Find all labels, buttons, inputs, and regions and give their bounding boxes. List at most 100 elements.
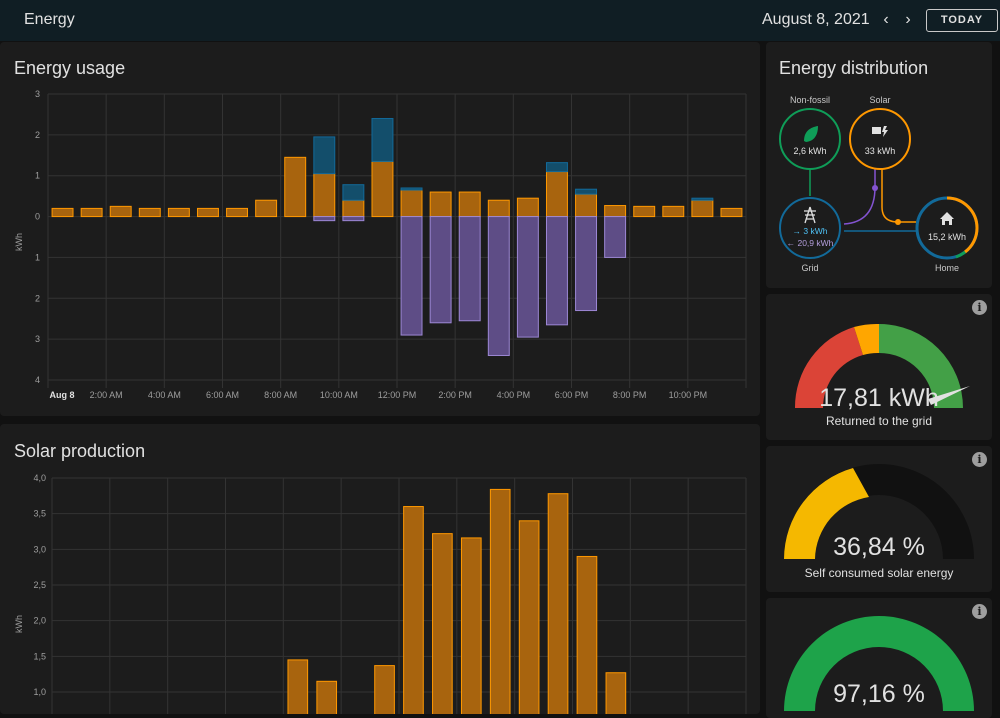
gauge-value: 36,84 %: [833, 533, 925, 561]
usage-x-tick: 8:00 PM: [613, 390, 647, 400]
today-button[interactable]: TODAY: [926, 9, 998, 32]
energy-distribution-title: Energy distribution: [779, 58, 929, 78]
usage-solar-bar: [662, 205, 685, 218]
usage-solar-bar: [633, 205, 656, 218]
usage-grid-bar: [575, 188, 598, 195]
non-fossil-circle[interactable]: [779, 108, 841, 170]
usage-grid-bar: [691, 197, 714, 201]
solar-production-chart: 4,0 3,5 3,0 2,5 2,0 1,5 1,0 kWh: [14, 473, 747, 714]
usage-x-tick: 2:00 PM: [438, 390, 472, 400]
usage-x-tick: 4:00 AM: [148, 390, 181, 400]
usage-solar-bar: [342, 199, 365, 218]
solar-to-grid-line: [843, 168, 876, 225]
solar-production-card: Solar production 4,0 3,5 3,0 2,5 2,0 1,5 1,0 k…: [0, 424, 760, 714]
solar-circle[interactable]: [849, 108, 911, 170]
leaf-icon: [804, 126, 818, 142]
usage-x-tick: Aug 8: [49, 390, 74, 400]
usage-returned-bar: [545, 216, 568, 326]
non-fossil-gauge-card: i 97,16 %: [766, 598, 992, 718]
info-icon[interactable]: i: [972, 452, 987, 467]
gauge-value: 97,16 %: [833, 680, 925, 708]
usage-solar-bar: [371, 160, 394, 218]
usage-solar-bar: [255, 199, 278, 218]
usage-solar-bar: [80, 207, 103, 218]
usage-grid-bar: [342, 184, 365, 201]
solar-production-bar: [460, 537, 482, 714]
usage-x-tick: 4:00 PM: [497, 390, 531, 400]
chevron-right-icon[interactable]: ›: [905, 11, 911, 28]
solar-production-bar: [576, 555, 598, 714]
gauge-label: Self consumed solar energy: [804, 566, 954, 580]
usage-solar-bar: [400, 189, 423, 218]
usage-x-tick: 12:00 PM: [378, 390, 417, 400]
usage-x-tick: 6:00 AM: [206, 390, 239, 400]
usage-y-tick: 2: [35, 130, 40, 140]
solar-production-bar: [518, 520, 540, 714]
usage-y-tick: 1: [35, 252, 40, 262]
top-bar: Energy August 8, 2021 ‹ › TODAY: [0, 0, 1000, 41]
info-icon[interactable]: i: [972, 300, 987, 315]
usage-solar-bar: [545, 171, 568, 218]
grid-circle[interactable]: [779, 197, 841, 259]
usage-x-tick: 2:00 AM: [90, 390, 123, 400]
usage-solar-bar: [516, 197, 539, 218]
home-label: Home: [935, 263, 959, 273]
usage-returned-bar: [342, 216, 365, 222]
grid-label: Grid: [801, 263, 818, 273]
usage-solar-bar: [604, 205, 627, 218]
self-consumed-gauge-card: i 36,84 % Self consumed solar energy: [766, 446, 992, 592]
usage-x-tick: 10:00 PM: [669, 390, 708, 400]
solar-production-bar: [432, 533, 453, 714]
non-fossil-value: 2,6 kWh: [793, 146, 826, 156]
info-icon[interactable]: i: [972, 604, 987, 619]
usage-x-tick: 6:00 PM: [555, 390, 589, 400]
solar-production-bar: [547, 493, 569, 714]
solar-production-bar: [489, 488, 511, 714]
usage-solar-bar: [429, 191, 452, 218]
energy-usage-card: Energy usage 3 2 1 0 1 2 3 4 Aug 8 2:00 AM 4:00 AM…: [0, 42, 760, 416]
usage-y-tick: 3: [35, 89, 40, 99]
solar-y-tick: 3,0: [33, 544, 46, 554]
usage-returned-bar: [429, 216, 452, 324]
usage-returned-bar: [458, 216, 481, 322]
usage-solar-bar: [720, 207, 743, 218]
usage-solar-bar: [575, 193, 598, 218]
solar-value: 33 kWh: [865, 146, 896, 156]
chevron-left-icon[interactable]: ‹: [883, 11, 889, 28]
energy-usage-chart: 3 2 1 0 1 2 3 4 Aug 8 2:00 AM 4:00 AM 6:00 AM 8:00 A…: [14, 89, 747, 400]
energy-distribution-card: Energy distribution Non-fossil 2,6 kWh S…: [766, 42, 992, 288]
usage-grid-bar: [371, 118, 394, 162]
solar-production-bar: [605, 672, 627, 714]
home-value: 15,2 kWh: [928, 232, 966, 242]
non-fossil-gauge: [784, 616, 974, 711]
solar-flow-dot: [872, 185, 878, 191]
non-fossil-label: Non-fossil: [790, 95, 830, 105]
solar-production-bar: [316, 680, 338, 714]
grid-in-value: → 3 kWh: [793, 226, 828, 236]
usage-x-tick: 8:00 AM: [264, 390, 297, 400]
solar-y-tick: 1,5: [33, 651, 46, 661]
solar-y-tick: 3,5: [33, 509, 46, 519]
usage-grid-bar: [545, 162, 568, 173]
usage-solar-bar: [458, 191, 481, 218]
usage-y-tick: 0: [35, 212, 40, 222]
solar-y-axis-unit: kWh: [14, 615, 24, 633]
self-consumed-gauge: [784, 464, 974, 559]
usage-solar-bar: [284, 156, 307, 218]
home-circle-solar-arc: [946, 196, 979, 254]
usage-y-tick: 3: [35, 334, 40, 344]
solar-production-bar: [403, 506, 424, 714]
usage-solar-bar: [487, 199, 510, 218]
solar-panel-icon: [872, 126, 888, 137]
solar-y-tick: 2,5: [33, 580, 46, 590]
transmission-tower-icon: [804, 206, 816, 224]
usage-solar-bar: [691, 199, 714, 218]
usage-grid-bar: [400, 187, 423, 191]
usage-x-tick: 10:00 AM: [320, 390, 358, 400]
gauge-label: Returned to the grid: [825, 414, 933, 428]
usage-y-tick: 1: [35, 171, 40, 181]
usage-solar-bar: [167, 207, 190, 218]
usage-solar-bar: [109, 205, 132, 218]
energy-distribution-diagram: Non-fossil 2,6 kWh Solar 33 kWh → 3 kWh …: [779, 95, 979, 273]
usage-solar-bar: [313, 173, 336, 218]
